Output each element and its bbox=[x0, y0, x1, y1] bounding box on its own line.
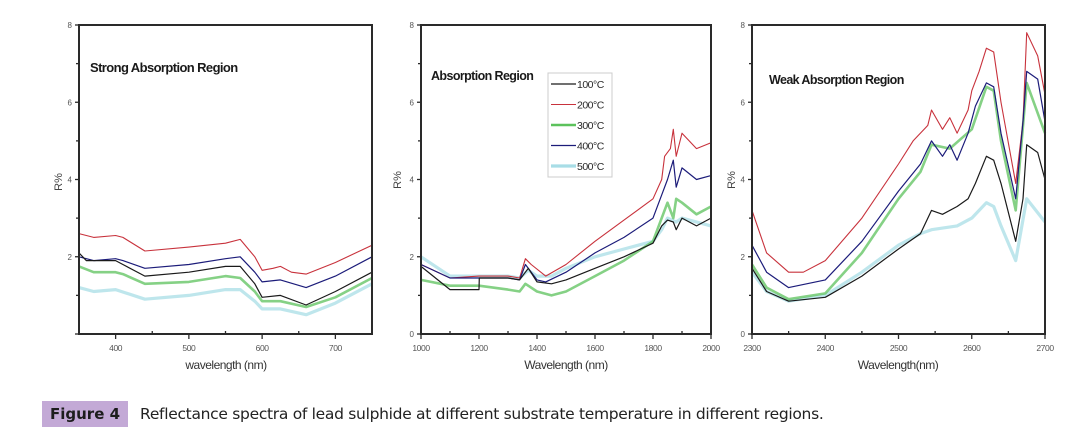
series-line-strong-500c bbox=[78, 282, 373, 317]
panel-weak-absorption: 0 2 4 6 8 2300 2400 2500 2600 2700 Weak Absorptio… bbox=[726, 21, 1055, 372]
ticks-absorption: 0 2 4 6 8 1000 1200 1400 1600 1800 2000 bbox=[410, 21, 721, 353]
x-axis-label-weak: Wavelength(nm) bbox=[858, 358, 939, 372]
y-tick-label: 8 bbox=[410, 21, 415, 30]
y-axis-label-weak: R% bbox=[726, 171, 738, 189]
y-tick-label: 6 bbox=[410, 98, 415, 107]
x-tick-label: 1600 bbox=[586, 343, 604, 353]
x-tick-label: 1000 bbox=[412, 343, 430, 353]
panel-absorption: 0 2 4 6 8 1000 1200 1400 1600 1800 2000 Absorption… bbox=[392, 21, 721, 372]
x-axis-label-strong: wavelength (nm) bbox=[184, 358, 267, 372]
y-tick-label: 2 bbox=[68, 253, 73, 262]
y-tick-label: 8 bbox=[68, 21, 73, 30]
legend: 100°C 200°C 300°C 400°C 500°C bbox=[547, 72, 613, 178]
x-tick-label: 1200 bbox=[470, 343, 488, 353]
x-tick-label: 2300 bbox=[743, 343, 761, 353]
series-line-absorption-300c bbox=[420, 197, 712, 297]
x-tick-label: 2000 bbox=[702, 343, 720, 353]
series-layer-strong bbox=[78, 233, 373, 317]
legend-label: 200°C bbox=[577, 100, 605, 112]
y-tick-label: 2 bbox=[410, 253, 415, 262]
series-line-weak-100c bbox=[751, 144, 1046, 302]
panel-strong-absorption: 2 4 6 8 400 500 600 700 Strong Absorption Regio… bbox=[53, 21, 373, 372]
figure-label: Figure 4 bbox=[42, 401, 129, 427]
series-line-weak-500c bbox=[750, 197, 1047, 303]
y-tick-label: 8 bbox=[741, 21, 746, 30]
x-tick-label: 500 bbox=[182, 343, 196, 353]
x-tick-label: 2600 bbox=[963, 343, 981, 353]
series-line-strong-300c bbox=[78, 265, 373, 309]
legend-label: 500°C bbox=[577, 161, 605, 173]
series-line-absorption-100c bbox=[420, 217, 712, 291]
y-tick-label: 4 bbox=[68, 176, 73, 185]
y-tick-label: 4 bbox=[741, 176, 746, 185]
y-axis-label-absorption: R% bbox=[392, 171, 404, 189]
x-axis-label-absorption: Wavelength (nm) bbox=[524, 358, 608, 372]
legend-label: 400°C bbox=[577, 141, 605, 153]
y-tick-label: 6 bbox=[68, 98, 73, 107]
y-tick-label: 0 bbox=[410, 330, 415, 339]
figure-caption: Figure 4 Reflectance spectra of lead sul… bbox=[42, 401, 824, 427]
ticks-weak: 0 2 4 6 8 2300 2400 2500 2600 2700 bbox=[741, 21, 1055, 353]
y-axis-label-strong: R% bbox=[53, 173, 65, 191]
series-line-absorption-500c bbox=[420, 216, 712, 280]
caption-text: Reflectance spectra of lead sulphide at … bbox=[140, 405, 824, 423]
x-tick-label: 400 bbox=[109, 343, 123, 353]
series-line-absorption-200c bbox=[420, 128, 712, 279]
y-tick-label: 4 bbox=[410, 176, 415, 185]
series-layer-absorption bbox=[420, 128, 712, 297]
panel-title-weak: Weak Absorption Region bbox=[769, 73, 904, 87]
x-tick-label: 1800 bbox=[644, 343, 662, 353]
x-tick-label: 2500 bbox=[890, 343, 908, 353]
series-line-strong-200c bbox=[78, 233, 373, 275]
series-layer-weak bbox=[750, 32, 1047, 303]
x-tick-label: 2400 bbox=[817, 343, 835, 353]
series-line-weak-200c bbox=[751, 32, 1046, 273]
panel-title-absorption: Absorption Region bbox=[431, 69, 533, 83]
series-line-weak-400c bbox=[751, 70, 1046, 289]
x-tick-label: 600 bbox=[256, 343, 270, 353]
x-tick-label: 1400 bbox=[528, 343, 546, 353]
y-tick-label: 2 bbox=[741, 253, 746, 262]
series-line-strong-400c bbox=[78, 256, 373, 289]
legend-label: 100°C bbox=[577, 79, 605, 91]
plot-frame-weak bbox=[751, 24, 1046, 335]
legend-label: 300°C bbox=[577, 120, 605, 132]
series-line-strong-100c bbox=[78, 252, 373, 306]
y-tick-label: 6 bbox=[741, 98, 746, 107]
ticks-strong: 2 4 6 8 400 500 600 700 bbox=[68, 21, 373, 353]
y-tick-label: 0 bbox=[741, 330, 746, 339]
panel-title-strong: Strong Absorption Region bbox=[90, 60, 238, 75]
x-tick-label: 700 bbox=[329, 343, 343, 353]
x-tick-label: 2700 bbox=[1036, 343, 1054, 353]
legend-items: 100°C 200°C 300°C 400°C 500°C bbox=[551, 79, 605, 173]
series-line-weak-300c bbox=[750, 81, 1047, 301]
